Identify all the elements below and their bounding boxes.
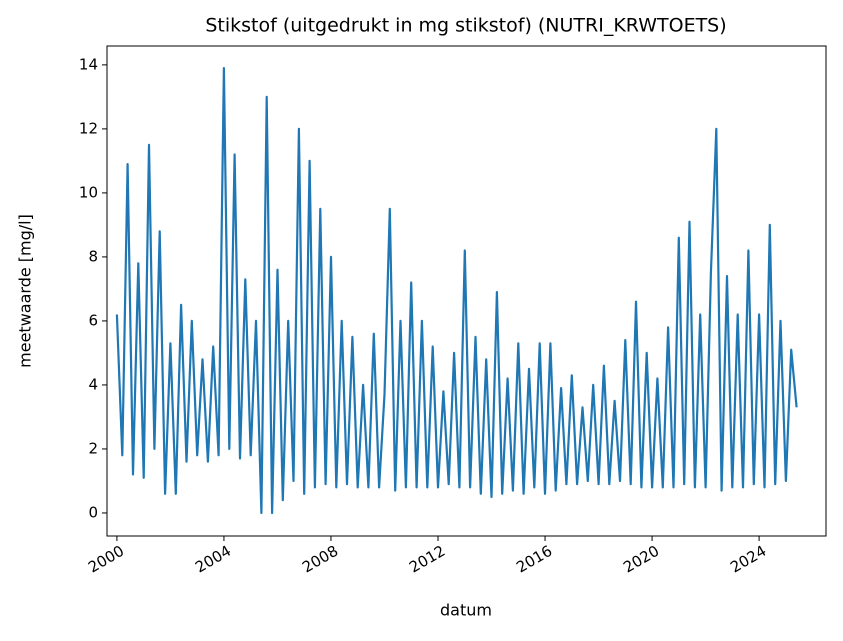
y-tick-label: 8 (88, 247, 98, 265)
chart-title: Stikstof (uitgedrukt in mg stikstof) (NU… (205, 15, 726, 37)
y-tick-label: 12 (79, 119, 98, 137)
x-axis-label: datum (440, 601, 492, 620)
y-tick-label: 14 (79, 55, 98, 73)
y-tick-label: 0 (88, 503, 98, 521)
plot-frame (106, 45, 827, 537)
y-tick-label: 6 (88, 311, 98, 329)
y-tick-label: 10 (79, 183, 98, 201)
y-tick-label: 2 (88, 439, 98, 457)
y-tick-label: 4 (88, 375, 98, 393)
y-axis-label: meetwaarde [mg/l] (16, 214, 35, 368)
data-line (115, 67, 798, 515)
